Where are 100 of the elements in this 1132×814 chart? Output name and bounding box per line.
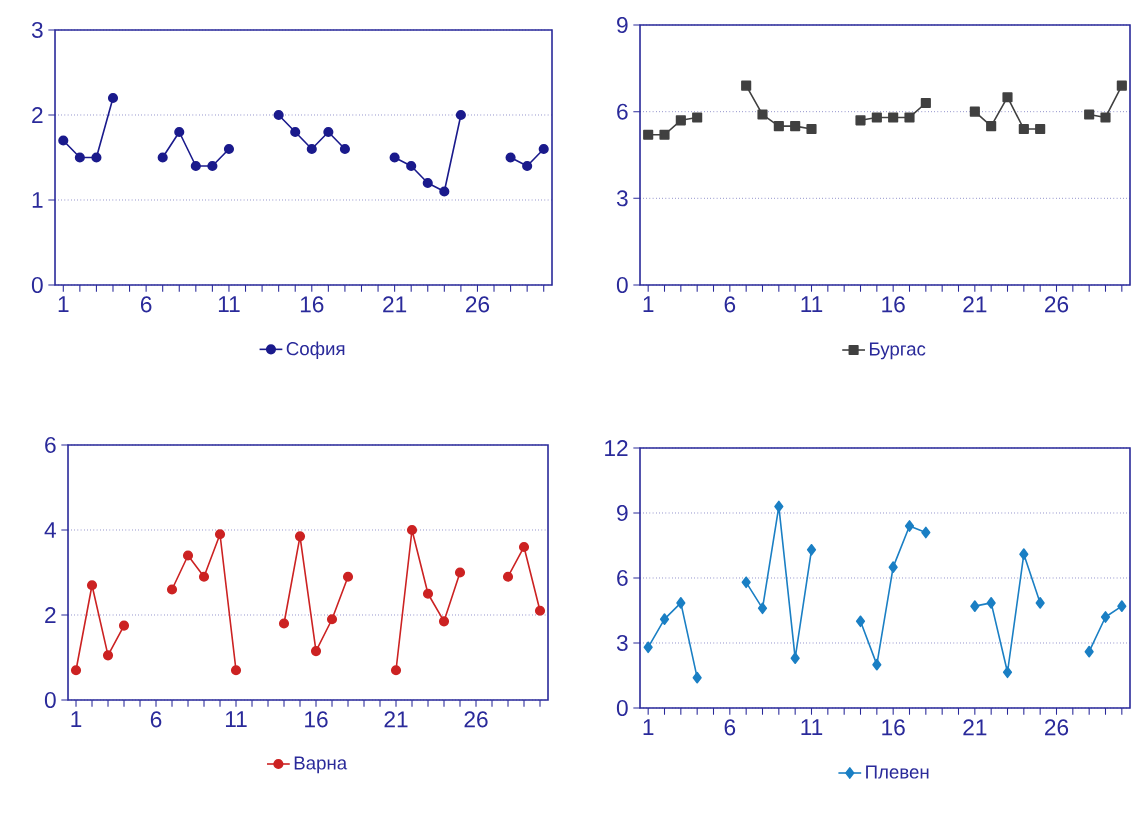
x-tick-label: 26 [464, 711, 488, 728]
point [439, 186, 450, 197]
x-tick-label: 1 [643, 296, 654, 312]
point [107, 92, 119, 104]
x-tick-label: 21 [963, 296, 987, 313]
point [278, 618, 290, 629]
point [888, 112, 899, 123]
x-tick-label: 11 [801, 719, 823, 735]
point [1018, 123, 1029, 135]
point [1084, 109, 1095, 120]
point [91, 152, 102, 163]
point [182, 550, 194, 561]
point [323, 126, 334, 138]
y-tick-label: 0 [44, 691, 56, 709]
point [904, 112, 915, 123]
point [855, 115, 866, 126]
point [774, 500, 784, 513]
point [872, 658, 882, 671]
point [1117, 600, 1127, 613]
x-tick-label: 6 [140, 296, 152, 313]
y-tick-label: 3 [616, 190, 628, 207]
point [522, 160, 533, 172]
point [290, 126, 301, 138]
point [223, 143, 235, 155]
point [659, 129, 670, 140]
point [198, 571, 210, 582]
y-tick-label: 2 [45, 607, 56, 623]
legend-label: София [286, 341, 345, 359]
point [70, 665, 82, 676]
point [692, 671, 702, 684]
x-tick-label: 16 [882, 296, 905, 313]
point [1100, 112, 1111, 123]
x-tick-label: 16 [305, 711, 328, 728]
legend-label: Бургас [869, 342, 926, 360]
point [871, 112, 882, 123]
point [190, 160, 201, 172]
point [102, 650, 114, 661]
y-tick-label: 1 [32, 192, 43, 208]
y-tick-label: 0 [31, 276, 43, 294]
x-tick-label: 21 [384, 711, 408, 728]
point [806, 543, 817, 556]
y-tick-label: 0 [616, 699, 628, 717]
point [806, 123, 817, 135]
x-tick-label: 16 [882, 719, 905, 736]
point [1100, 611, 1111, 623]
point [921, 526, 931, 539]
point [1035, 597, 1045, 609]
point [157, 152, 168, 163]
point [86, 580, 98, 591]
point [855, 615, 866, 628]
x-tick-label: 11 [801, 296, 823, 312]
point [505, 152, 516, 163]
point [454, 567, 466, 578]
point [888, 561, 898, 574]
x-tick-label: 21 [963, 719, 987, 736]
point [294, 531, 306, 542]
x-tick-label: 6 [724, 719, 736, 736]
point [757, 602, 768, 615]
point [692, 112, 703, 123]
x-tick-label: 1 [643, 719, 654, 735]
x-tick-label: 21 [383, 296, 407, 313]
point [455, 109, 466, 121]
point [422, 588, 434, 599]
point [1019, 548, 1029, 561]
x-tick-label: 26 [466, 296, 490, 313]
point [310, 646, 322, 657]
x-tick-label: 11 [225, 711, 247, 727]
x-tick-label: 1 [71, 711, 82, 727]
point [790, 121, 801, 132]
point [214, 529, 226, 540]
point [741, 576, 751, 589]
y-tick-label: 3 [31, 21, 43, 39]
x-tick-label: 11 [218, 296, 240, 312]
legend-label: Плевен [866, 765, 929, 779]
point [326, 614, 338, 625]
point [118, 620, 130, 631]
x-tick-label: 26 [1045, 296, 1069, 313]
x-tick-label: 6 [150, 711, 162, 728]
point [406, 524, 418, 536]
y-tick-label: 3 [616, 634, 628, 652]
point [230, 665, 242, 676]
point [643, 129, 654, 140]
point [389, 152, 400, 163]
point [659, 613, 670, 626]
point [676, 597, 686, 609]
point [174, 126, 185, 138]
point [986, 597, 996, 609]
point [339, 143, 350, 155]
point [538, 143, 549, 155]
point [1084, 645, 1094, 658]
x-tick-label: 6 [724, 296, 736, 313]
x-tick-label: 1 [58, 296, 69, 312]
y-tick-label: 4 [44, 522, 56, 538]
y-tick-label: 6 [617, 103, 628, 120]
point [390, 665, 402, 676]
point [438, 616, 450, 627]
point [1116, 80, 1127, 91]
point [534, 605, 546, 616]
point [643, 641, 653, 654]
y-tick-label: 9 [617, 16, 628, 34]
